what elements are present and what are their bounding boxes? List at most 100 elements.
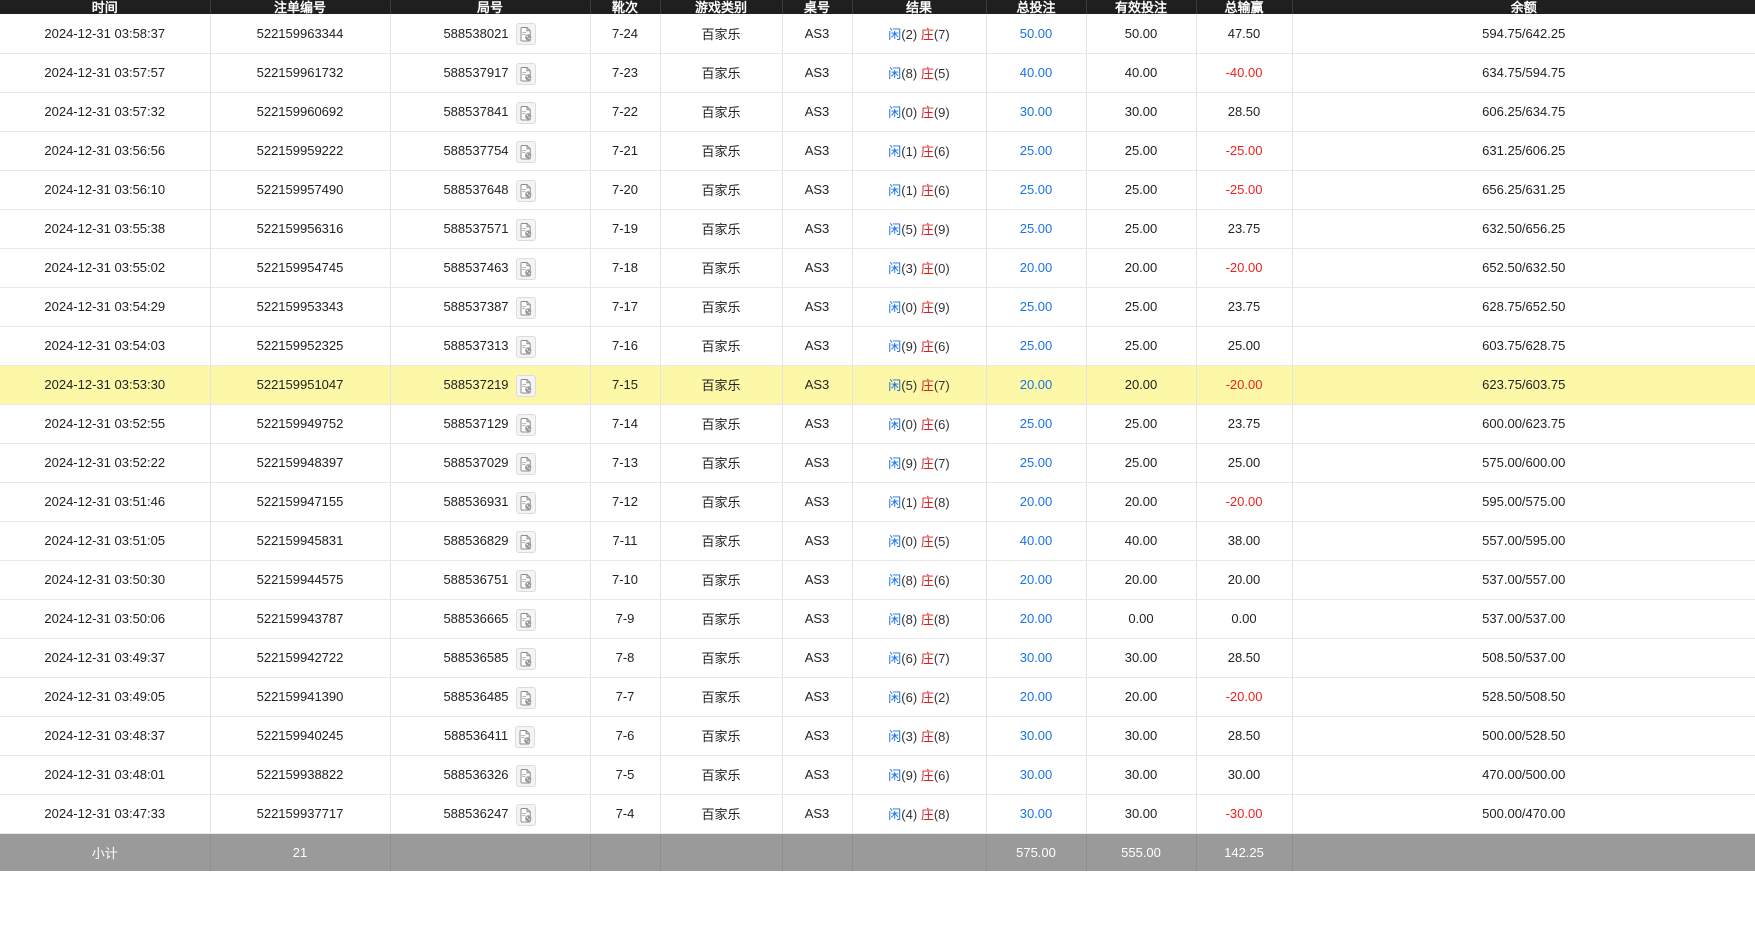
document-detail-icon[interactable]	[515, 647, 537, 671]
result-player-label: 闲	[888, 378, 902, 393]
result-player-label: 闲	[888, 534, 902, 549]
cell-bet-id: 522159952325	[210, 326, 391, 366]
result-player-value: (1)	[901, 495, 918, 510]
document-detail-icon[interactable]	[515, 530, 537, 554]
column-header-round-no[interactable]: 局号	[390, 0, 591, 14]
result-player-value: (3)	[901, 261, 918, 276]
result-player-label: 闲	[888, 339, 902, 354]
subtotal-shoe	[590, 833, 661, 871]
column-header-bet-id[interactable]: 注单编号	[210, 0, 391, 14]
table-row[interactable]: 2024-12-31 03:52:22 522159948397 588537029…	[0, 443, 1755, 483]
document-detail-icon[interactable]	[515, 140, 537, 164]
cell-bet-id: 522159942722	[210, 638, 391, 678]
table-row[interactable]: 2024-12-31 03:49:37 522159942722 588536585…	[0, 638, 1755, 678]
table-row[interactable]: 2024-12-31 03:56:56 522159959222 588537754…	[0, 131, 1755, 171]
column-header-total-bet[interactable]: 总投注	[986, 0, 1087, 14]
cell-total-bet: 25.00	[986, 443, 1087, 483]
table-row[interactable]: 2024-12-31 03:50:30 522159944575 588536751…	[0, 560, 1755, 600]
table-row[interactable]: 2024-12-31 03:58:37 522159963344 588538021…	[0, 14, 1755, 54]
result-player-label: 闲	[888, 573, 902, 588]
table-row[interactable]: 2024-12-31 03:48:01 522159938822 588536326…	[0, 755, 1755, 795]
cell-win-loss: 47.50	[1196, 14, 1293, 54]
result-player-value: (5)	[901, 378, 918, 393]
cell-result: 闲(0) 庄(9)	[852, 287, 987, 327]
column-header-balance[interactable]: 余额	[1292, 0, 1755, 14]
table-row[interactable]: 2024-12-31 03:51:46 522159947155 588536931…	[0, 482, 1755, 522]
column-header-win-loss[interactable]: 总输赢	[1196, 0, 1293, 14]
document-detail-icon[interactable]	[515, 257, 537, 281]
result-player-value: (0)	[901, 534, 918, 549]
table-row[interactable]: 2024-12-31 03:57:32 522159960692 588537841…	[0, 92, 1755, 132]
result-banker-value: (8)	[933, 729, 950, 744]
result-banker-label: 庄	[920, 222, 934, 237]
cell-balance: 575.00/600.00	[1292, 443, 1755, 483]
table-row[interactable]: 2024-12-31 03:50:06 522159943787 588536665…	[0, 599, 1755, 639]
document-detail-icon[interactable]	[515, 764, 537, 788]
cell-shoe: 7-9	[590, 599, 661, 639]
cell-time: 2024-12-31 03:55:38	[0, 209, 211, 249]
column-header-result[interactable]: 结果	[852, 0, 987, 14]
table-row[interactable]: 2024-12-31 03:56:10 522159957490 588537648…	[0, 170, 1755, 210]
table-row[interactable]: 2024-12-31 03:47:33 522159937717 588536247…	[0, 794, 1755, 834]
result-banker-label: 庄	[920, 612, 934, 627]
result-banker-label: 庄	[920, 495, 934, 510]
cell-table-no: AS3	[782, 248, 853, 288]
column-header-table-no[interactable]: 桌号	[782, 0, 853, 14]
document-detail-icon[interactable]	[515, 22, 537, 46]
cell-table-no: AS3	[782, 53, 853, 93]
subtotal-label: 小计	[0, 833, 211, 871]
cell-time: 2024-12-31 03:54:03	[0, 326, 211, 366]
table-row[interactable]: 2024-12-31 03:51:05 522159945831 588536829…	[0, 521, 1755, 561]
document-detail-icon[interactable]	[515, 569, 537, 593]
cell-win-loss: 20.00	[1196, 560, 1293, 600]
result-player-value: (6)	[901, 690, 918, 705]
document-detail-icon[interactable]	[515, 179, 537, 203]
table-row[interactable]: 2024-12-31 03:55:02 522159954745 588537463…	[0, 248, 1755, 288]
table-row[interactable]: 2024-12-31 03:48:37 522159940245 588536411…	[0, 716, 1755, 756]
table-body: 2024-12-31 03:58:37 522159963344 588538021…	[0, 14, 1755, 834]
cell-game-type: 百家乐	[660, 287, 783, 327]
column-header-shoe[interactable]: 靴次	[590, 0, 661, 14]
result-banker-value: (9)	[933, 222, 950, 237]
cell-total-bet: 25.00	[986, 287, 1087, 327]
document-detail-icon[interactable]	[515, 335, 537, 359]
document-detail-icon[interactable]	[515, 62, 537, 86]
column-header-game-type[interactable]: 游戏类别	[660, 0, 783, 14]
cell-table-no: AS3	[782, 599, 853, 639]
document-detail-icon[interactable]	[515, 803, 537, 827]
table-row[interactable]: 2024-12-31 03:53:30 522159951047 588537219…	[0, 365, 1755, 405]
document-detail-icon[interactable]	[515, 452, 537, 476]
table-row[interactable]: 2024-12-31 03:54:03 522159952325 588537313…	[0, 326, 1755, 366]
document-detail-icon[interactable]	[515, 686, 537, 710]
table-row[interactable]: 2024-12-31 03:55:38 522159956316 588537571…	[0, 209, 1755, 249]
document-detail-icon[interactable]	[515, 374, 537, 398]
cell-total-bet: 25.00	[986, 209, 1087, 249]
cell-round-no: 588536326	[390, 755, 591, 795]
cell-win-loss: 38.00	[1196, 521, 1293, 561]
table-row[interactable]: 2024-12-31 03:57:57 522159961732 588537917…	[0, 53, 1755, 93]
subtotal-row: 小计 21 575.00 555.00 142.25	[0, 833, 1755, 871]
subtotal-game-type	[660, 833, 783, 871]
round-no-text: 588538021	[443, 25, 509, 41]
document-detail-icon[interactable]	[515, 608, 537, 632]
document-detail-icon[interactable]	[515, 218, 537, 242]
cell-round-no: 588537029	[390, 443, 591, 483]
cell-round-no: 588536931	[390, 482, 591, 522]
round-no-text: 588536751	[443, 572, 509, 587]
document-detail-icon[interactable]	[515, 413, 537, 437]
document-detail-icon[interactable]	[515, 491, 537, 515]
table-row[interactable]: 2024-12-31 03:54:29 522159953343 588537387…	[0, 287, 1755, 327]
cell-result: 闲(6) 庄(7)	[852, 638, 987, 678]
result-banker-label: 庄	[920, 26, 934, 42]
cell-balance: 606.25/634.75	[1292, 92, 1755, 132]
document-detail-icon[interactable]	[515, 101, 537, 125]
table-row[interactable]: 2024-12-31 03:52:55 522159949752 588537129…	[0, 404, 1755, 444]
cell-round-no: 588536585	[390, 638, 591, 678]
cell-shoe: 7-14	[590, 404, 661, 444]
cell-game-type: 百家乐	[660, 443, 783, 483]
document-detail-icon[interactable]	[515, 296, 537, 320]
document-detail-icon[interactable]	[514, 725, 536, 749]
column-header-time[interactable]: 时间	[0, 0, 211, 14]
column-header-valid-bet[interactable]: 有效投注	[1086, 0, 1197, 14]
table-row[interactable]: 2024-12-31 03:49:05 522159941390 588536485…	[0, 677, 1755, 717]
